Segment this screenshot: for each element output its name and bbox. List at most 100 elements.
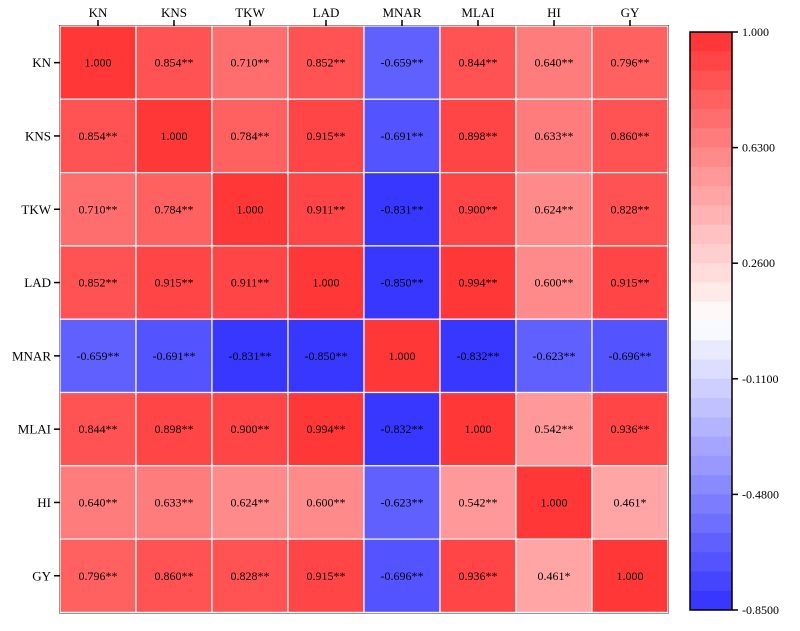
cell-value-label: 1.000 bbox=[389, 349, 416, 363]
colorbar-tick-label: 0.6300 bbox=[742, 141, 775, 155]
row-label: LAD bbox=[24, 275, 51, 290]
cell-value-label: 0.784** bbox=[155, 202, 194, 216]
cell-value-label: 0.936** bbox=[611, 422, 650, 436]
colorbar-step bbox=[690, 513, 732, 534]
cell-value-label: 0.994** bbox=[459, 276, 498, 290]
heatmap-cell bbox=[363, 538, 441, 613]
heatmap-cell bbox=[135, 25, 213, 100]
heatmap-cell bbox=[515, 465, 593, 540]
cell-value-label: 0.542** bbox=[535, 422, 574, 436]
colorbar-step bbox=[690, 571, 732, 592]
cell-value-label: 0.710** bbox=[231, 56, 270, 70]
cell-value-label: 1.000 bbox=[541, 495, 568, 509]
colorbar: 1.000 0.6300 0.2600 -0.1100 -0.4800 -0.8500 bbox=[689, 25, 779, 617]
cell-value-label: -0.696** bbox=[609, 349, 652, 363]
cell-value-label: 0.633** bbox=[535, 129, 574, 143]
cell-value-label: -0.832** bbox=[457, 349, 500, 363]
cell-value-label: 0.796** bbox=[611, 56, 650, 70]
row-labels: KN KNS TKW LAD MNAR MLAI HI GY bbox=[12, 55, 60, 583]
heatmap-cell bbox=[287, 391, 365, 467]
cell-value-label: 0.624** bbox=[535, 202, 574, 216]
cell-value-label: 0.600** bbox=[307, 495, 346, 509]
colorbar-step bbox=[690, 321, 732, 341]
heatmap-cell bbox=[135, 172, 213, 247]
heatmap-cell bbox=[59, 172, 137, 247]
heatmap-cell bbox=[211, 245, 289, 320]
cell-value-label: -0.832** bbox=[381, 422, 424, 436]
cell-value-label: 1.000 bbox=[85, 56, 112, 70]
cell-value-label: 0.852** bbox=[307, 56, 346, 70]
row-label: KN bbox=[32, 55, 51, 70]
column-label: LAD bbox=[313, 5, 340, 20]
colorbar-step bbox=[690, 455, 732, 476]
row-label: MNAR bbox=[12, 348, 51, 363]
heatmap-cell-labels: 1.000 0.854** 0.710** 0.852** -0.659** 0.844*… bbox=[77, 56, 652, 583]
row-label: TKW bbox=[21, 202, 51, 217]
colorbar-step bbox=[690, 398, 732, 418]
row-label: MLAI bbox=[18, 422, 51, 437]
heatmap-cell bbox=[363, 245, 441, 320]
heatmap-cell bbox=[287, 98, 365, 174]
column-label: MNAR bbox=[382, 5, 421, 20]
heatmap-cell bbox=[211, 465, 289, 540]
cell-value-label: 0.911** bbox=[307, 202, 346, 216]
colorbar-tick-label: -0.8500 bbox=[742, 603, 779, 617]
row-label: GY bbox=[32, 568, 51, 583]
colorbar-step bbox=[690, 186, 732, 206]
cell-value-label: -0.831** bbox=[381, 202, 424, 216]
column-label: GY bbox=[621, 5, 640, 20]
cell-value-label: 0.844** bbox=[459, 56, 498, 70]
column-label: MLAI bbox=[461, 5, 494, 20]
colorbar-step bbox=[690, 166, 732, 187]
heatmap-cell bbox=[363, 172, 441, 247]
cell-value-label: -0.659** bbox=[381, 56, 424, 70]
colorbar-step bbox=[690, 436, 732, 457]
cell-value-label: 0.936** bbox=[459, 569, 498, 583]
cell-value-label: 0.542** bbox=[459, 495, 498, 509]
heatmap-cell bbox=[515, 98, 593, 174]
column-label: KNS bbox=[161, 5, 187, 20]
heatmap-cell bbox=[135, 465, 213, 540]
heatmap-cell bbox=[439, 538, 517, 613]
colorbar-step bbox=[690, 32, 732, 52]
colorbar-step bbox=[690, 590, 732, 611]
cell-value-label: -0.696** bbox=[381, 569, 424, 583]
heatmap-cell bbox=[287, 538, 365, 613]
colorbar-tick-label: 0.2600 bbox=[742, 256, 775, 270]
heatmap-cell bbox=[135, 245, 213, 320]
colorbar-border bbox=[689, 31, 733, 611]
cell-value-label: 0.898** bbox=[459, 129, 498, 143]
column-label: TKW bbox=[235, 5, 265, 20]
column-labels: KN KNS TKW LAD MNAR MLAI HI GY bbox=[89, 5, 640, 26]
cell-value-label: -0.691** bbox=[153, 349, 196, 363]
heatmap-cell bbox=[591, 391, 669, 467]
heatmap-cell bbox=[439, 98, 517, 174]
heatmap-cell bbox=[135, 538, 213, 613]
colorbar-step bbox=[690, 301, 732, 322]
heatmap-cell bbox=[591, 465, 669, 540]
heatmap-cell bbox=[591, 172, 669, 247]
cell-value-label: 0.640** bbox=[535, 56, 574, 70]
colorbar-step bbox=[690, 282, 732, 303]
heatmap-cell bbox=[439, 465, 517, 540]
heatmap-cell bbox=[287, 25, 365, 100]
heatmap-cell bbox=[591, 538, 669, 613]
cell-value-label: 0.900** bbox=[459, 202, 498, 216]
heatmap-cell bbox=[363, 465, 441, 540]
colorbar-step bbox=[690, 205, 732, 226]
cell-value-label: 0.915** bbox=[307, 129, 346, 143]
column-label: KN bbox=[89, 5, 108, 20]
heatmap-cell bbox=[515, 245, 593, 320]
cell-value-label: 0.600** bbox=[535, 276, 574, 290]
cell-value-label: 0.915** bbox=[307, 569, 346, 583]
cell-value-label: 0.461* bbox=[614, 495, 647, 509]
cell-value-label: 0.900** bbox=[231, 422, 270, 436]
heatmap-cell bbox=[591, 318, 669, 394]
colorbar-step bbox=[690, 263, 732, 283]
cell-value-label: -0.691** bbox=[381, 129, 424, 143]
cell-value-label: 0.852** bbox=[79, 276, 118, 290]
colorbar-step bbox=[690, 417, 732, 438]
cell-value-label: 0.854** bbox=[79, 129, 118, 143]
colorbar-step bbox=[690, 359, 732, 380]
